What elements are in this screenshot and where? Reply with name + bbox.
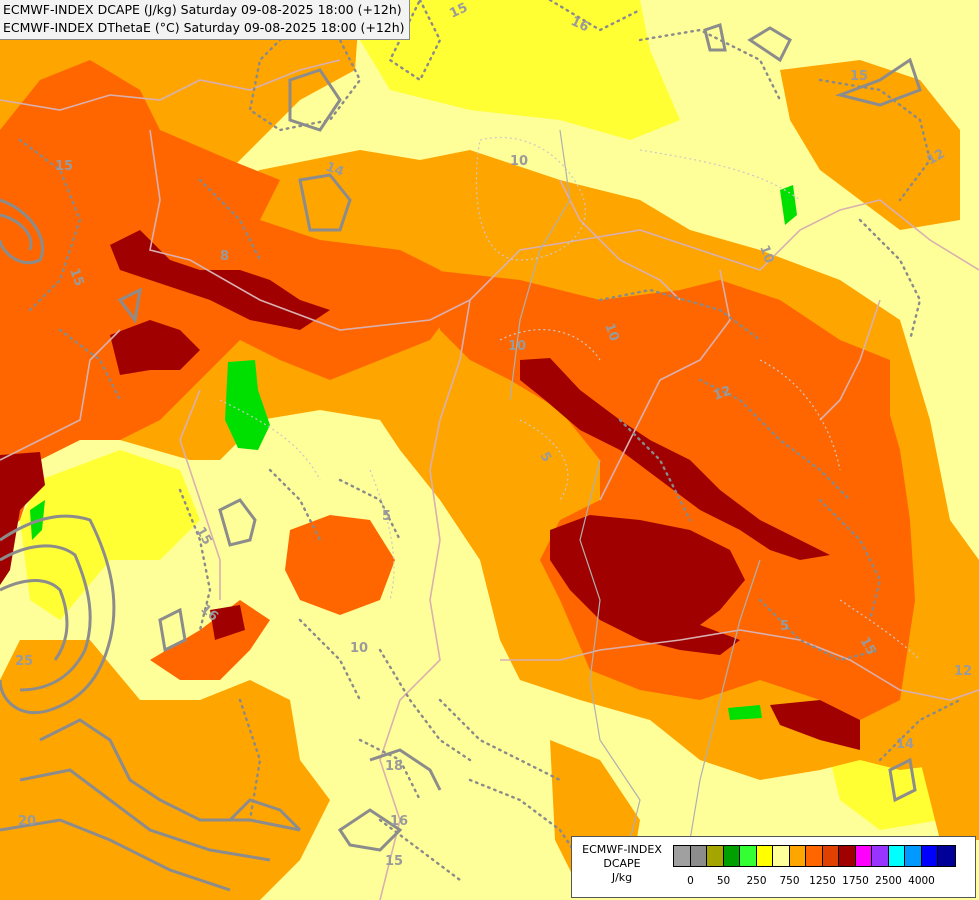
contour-label: 15: [385, 854, 403, 869]
contour-label: 15: [55, 159, 73, 174]
yellow-region-north: [360, 0, 680, 140]
green-region-1: [225, 360, 270, 450]
legend-tick-label: 1250: [809, 875, 836, 887]
legend-swatch: [789, 846, 806, 866]
legend-swatch: [707, 846, 724, 866]
orange-region-southeast: [920, 740, 979, 840]
darkred-region-small: [210, 605, 245, 640]
legend-swatches: [673, 845, 956, 867]
darkred-region-north-2: [110, 320, 200, 375]
legend-swatch: [740, 846, 757, 866]
contour-label: 14: [896, 737, 914, 752]
contour-label: 25: [15, 654, 33, 669]
contour-label: 10: [350, 641, 368, 656]
contour-label: 10: [756, 243, 776, 265]
legend-tick-label: 0: [687, 875, 694, 887]
contour-label: 15: [447, 0, 470, 21]
darkorange-region-northwest: [0, 60, 460, 470]
map-title: ECMWF-INDEX DCAPE (J/kg) Saturday 09-08-…: [0, 0, 410, 40]
legend-title-line1: ECMWF-INDEX: [582, 843, 662, 856]
contour-label: 16: [568, 14, 591, 35]
contour-label: 10: [601, 321, 621, 343]
dthetae-solid-contours: [0, 0, 922, 892]
legend-swatch: [921, 846, 938, 866]
contour-label: 10: [508, 339, 526, 354]
legend-swatch: [822, 846, 839, 866]
contour-label: 5: [382, 509, 391, 524]
contour-label: 5: [780, 619, 789, 634]
color-legend: ECMWF-INDEX DCAPE J/kg 0 50 250 750 1250 1750…: [571, 836, 976, 898]
legend-tick-label: 2500: [875, 875, 902, 887]
darkred-region-large: [550, 515, 745, 655]
contour-label: 10: [510, 154, 528, 169]
darkorange-region-small-1: [285, 515, 395, 615]
legend-tick-label: 250: [746, 875, 767, 887]
contour-label: 14: [324, 160, 346, 180]
legend-swatch: [806, 846, 823, 866]
rivers: [509, 129, 761, 881]
legend-swatch: [872, 846, 889, 866]
contour-label: 20: [18, 814, 36, 829]
legend-swatch: [888, 846, 905, 866]
title-line-dthetae: ECMWF-INDEX DThetaE (°C) Saturday 09-08-…: [3, 20, 405, 35]
darkred-region-south: [770, 700, 860, 750]
contour-label: 18: [385, 759, 403, 774]
green-region-4: [728, 705, 762, 720]
contour-label: 15: [66, 266, 86, 288]
legend-tick-label: 1750: [842, 875, 869, 887]
legend-tick-label: 50: [716, 875, 731, 887]
dthetae-light-contours: [219, 136, 921, 661]
legend-swatch: [756, 846, 773, 866]
contour-labels: 15 16 15 14 12 10 15 15 10 12 10 5 5 15 …: [15, 0, 972, 869]
legend-title-line2: DCAPE: [603, 857, 641, 870]
yellow-region-west: [20, 450, 200, 620]
country-borders: [0, 59, 979, 900]
legend-title-line3: J/kg: [611, 871, 633, 884]
contour-label: 16: [390, 814, 408, 829]
legend-swatch: [773, 846, 790, 866]
legend-tick-label: 750: [779, 875, 800, 887]
legend-swatch: [723, 846, 740, 866]
legend-swatch: [905, 846, 922, 866]
legend-swatch: [690, 846, 707, 866]
orange-region-south: [0, 640, 330, 900]
title-line-dcape: ECMWF-INDEX DCAPE (J/kg) Saturday 09-08-…: [3, 2, 402, 17]
orange-region-northeast: [780, 60, 960, 230]
legend-swatch: [855, 846, 872, 866]
legend-tick-label: 4000: [908, 875, 935, 887]
contour-label: 12: [711, 383, 733, 403]
contour-label: 12: [954, 664, 972, 679]
legend-swatch: [839, 846, 856, 866]
legend-swatch: [938, 846, 955, 866]
darkred-region-diagonal: [520, 358, 830, 560]
contour-label: 8: [220, 249, 229, 264]
darkred-region-west: [0, 452, 45, 585]
legend-swatch: [674, 846, 691, 866]
contour-label: 15: [850, 69, 868, 84]
dthetae-dotted-contours: [18, 0, 962, 882]
darkorange-region-small-3: [830, 340, 890, 430]
legend-title: ECMWF-INDEX DCAPE J/kg: [572, 843, 672, 885]
